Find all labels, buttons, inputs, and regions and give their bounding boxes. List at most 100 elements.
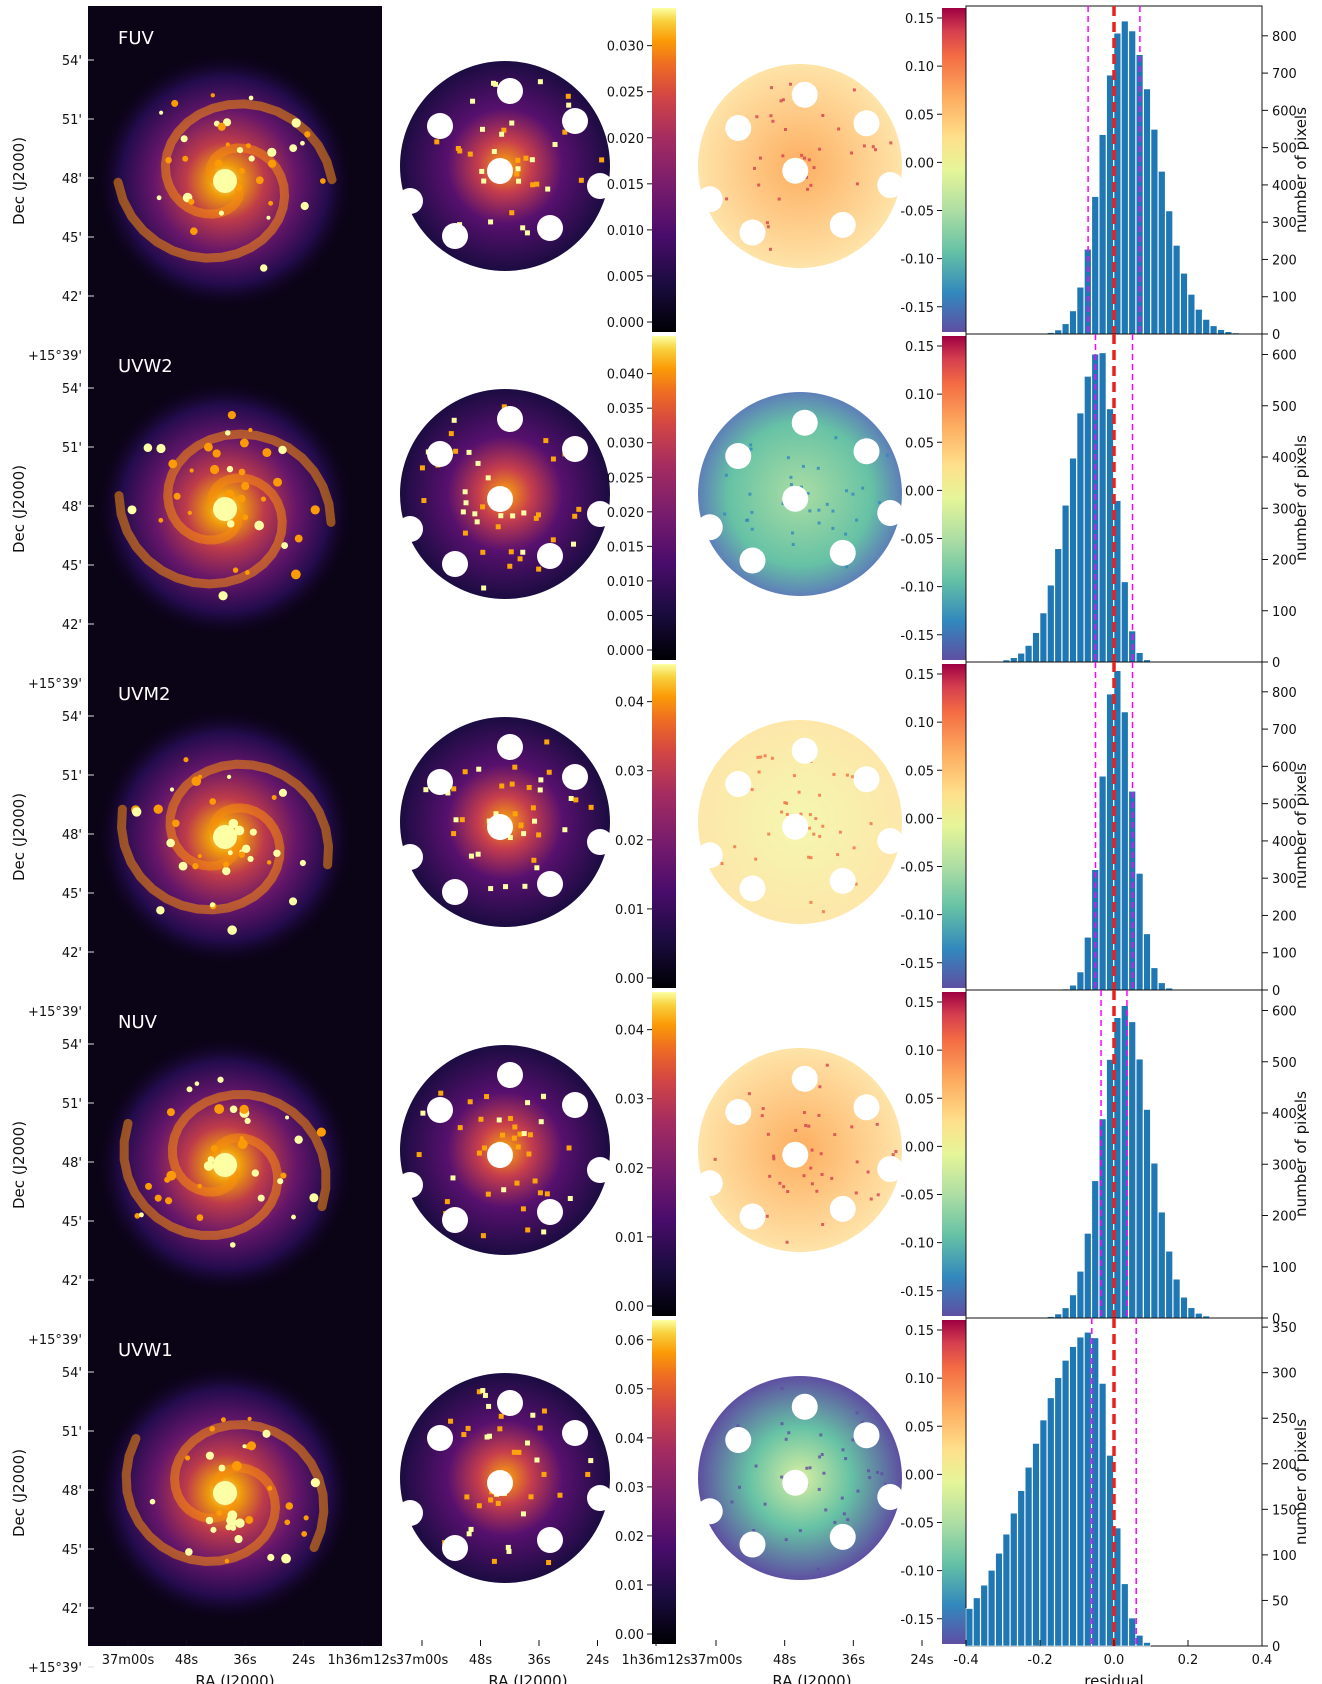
histogram-bar	[973, 1597, 981, 1647]
residual-pixel	[754, 857, 758, 861]
residual-pixel	[837, 127, 841, 131]
residual-pixel	[855, 518, 859, 522]
hist-y-tick-label: 0	[1272, 328, 1280, 343]
residual-pixel	[856, 1489, 860, 1493]
hii-region	[254, 520, 264, 531]
histogram-bar	[1180, 1296, 1188, 1319]
hii-region	[131, 807, 142, 817]
residual-colorbar	[942, 664, 966, 988]
ra-tick-label-col2: 48s	[469, 1653, 493, 1668]
bright-pixel	[501, 1187, 507, 1193]
histogram-bar	[1010, 657, 1018, 663]
bright-pixel	[511, 1135, 517, 1141]
bright-pixel	[531, 857, 537, 863]
histogram-bar	[1172, 245, 1181, 335]
hii-region	[289, 144, 298, 153]
hii-region	[310, 505, 320, 515]
residual-pixel	[780, 1422, 784, 1426]
ra-tick-label-col3: 24s	[910, 1653, 934, 1668]
bright-pixel	[541, 1408, 547, 1414]
bright-pixel	[460, 509, 466, 515]
bright-pixel	[438, 1090, 444, 1096]
hii-region	[228, 818, 239, 829]
residual-masked-source	[739, 875, 766, 902]
residual-pixel	[755, 115, 759, 119]
residual-pixel	[831, 526, 835, 530]
residual-masked-source	[829, 1195, 856, 1222]
hii-region	[237, 1139, 248, 1150]
residual-pixel	[812, 166, 816, 170]
band-label: UVM2	[118, 684, 170, 705]
masked-source	[442, 223, 468, 249]
histogram-bar	[1195, 309, 1203, 335]
hii-region	[197, 1183, 203, 1189]
bright-pixel	[503, 884, 509, 890]
hii-region	[168, 459, 178, 469]
histogram-bar	[1098, 1383, 1107, 1647]
hii-region	[304, 131, 311, 138]
residual-pixel	[880, 1472, 884, 1476]
bright-pixel	[538, 1119, 544, 1125]
bright-pixel	[572, 513, 578, 519]
residual-colorbar-tick-label: -0.15	[900, 1613, 934, 1628]
dec-tick-label: 45'	[62, 559, 82, 574]
bright-pixel	[453, 817, 459, 823]
colorbar-tick-label: 0.02	[615, 1530, 644, 1545]
bright-pixel	[468, 1526, 474, 1532]
bright-pixel	[482, 1392, 488, 1398]
bright-pixel	[537, 79, 543, 85]
residual-masked-source	[725, 771, 752, 797]
bright-pixel	[530, 182, 536, 188]
spiral-arm	[114, 473, 287, 589]
residual-pixel	[756, 755, 760, 759]
histogram-bar	[1165, 1250, 1173, 1319]
hii-region	[217, 122, 226, 131]
residual-masked-source	[739, 1203, 766, 1230]
hii-region	[266, 215, 271, 220]
residual-pixel	[819, 1433, 823, 1437]
dec-tick-label: 45'	[62, 887, 82, 902]
hii-region	[210, 1145, 218, 1152]
bright-pixel	[497, 1426, 503, 1432]
histogram-bar	[1165, 210, 1173, 335]
histogram-bar	[1135, 652, 1144, 663]
hist-y-tick-label: 100	[1272, 1261, 1297, 1276]
residual-colorbar-tick-label: -0.10	[900, 1237, 934, 1252]
hii-region	[166, 1108, 175, 1117]
residual-colorbar-tick-label: 0.10	[905, 1044, 934, 1059]
residual-pixel	[750, 510, 754, 514]
histogram-bar	[1143, 1642, 1151, 1647]
hist-y-tick-label: 100	[1272, 291, 1297, 306]
masked-source	[497, 406, 523, 432]
residual-masked-source	[791, 1393, 818, 1420]
flux-colorbar	[652, 1320, 676, 1644]
hii-region	[234, 183, 243, 192]
bright-pixel	[514, 1180, 520, 1186]
residual-pixel	[855, 1411, 859, 1415]
histogram-bar	[1039, 1419, 1048, 1647]
masked-source	[497, 734, 523, 760]
masked-source	[562, 436, 588, 462]
bright-pixel	[498, 513, 504, 519]
hii-region	[156, 906, 165, 915]
histogram-bar	[1084, 1331, 1092, 1647]
residual-pixel	[752, 166, 756, 170]
bright-pixel	[466, 1531, 472, 1537]
bright-pixel	[530, 805, 536, 811]
bright-pixel	[515, 157, 521, 163]
bright-pixel	[451, 417, 457, 423]
residual-pixel	[772, 1154, 776, 1158]
bright-pixel	[480, 1388, 486, 1394]
hist-y-tick-label: 350	[1272, 1321, 1297, 1336]
residual-masked-source	[853, 766, 880, 793]
hii-region	[310, 1478, 320, 1488]
residual-pixel	[785, 1240, 789, 1244]
residual-masked-source	[853, 1422, 880, 1449]
hii-region	[223, 861, 230, 868]
hii-region	[188, 198, 195, 205]
residual-pixel	[875, 1122, 879, 1126]
band-label: UVW1	[118, 1340, 173, 1361]
masked-source	[562, 1420, 588, 1446]
hii-region	[245, 143, 251, 149]
bright-pixel	[512, 811, 518, 817]
